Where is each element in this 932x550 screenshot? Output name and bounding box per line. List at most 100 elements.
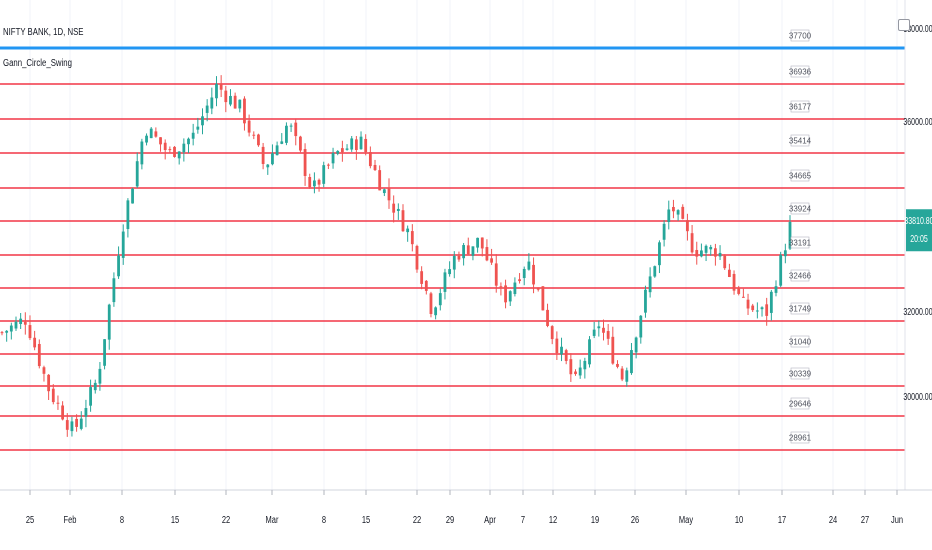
candle-up: [112, 278, 116, 303]
candle-down: [672, 206, 675, 212]
symbol-title[interactable]: NIFTY BANK, 1D, NSE: [3, 27, 84, 38]
candle-up: [121, 231, 125, 258]
candle-down: [233, 95, 237, 109]
time-axis-label: 22: [413, 514, 421, 525]
current-price-tag: [906, 209, 932, 252]
candle-up: [271, 153, 274, 165]
candle-up: [718, 252, 722, 257]
time-axis-label: 19: [591, 514, 599, 525]
gann-level-label: 37700: [789, 32, 812, 41]
candle-up: [313, 180, 316, 187]
candle-down: [61, 405, 65, 420]
candle-down: [308, 177, 312, 188]
candle-down: [168, 149, 172, 151]
time-axis-label: 7: [521, 514, 525, 525]
candle-up: [331, 152, 335, 164]
candle-down: [0, 332, 4, 334]
candle-up: [513, 282, 517, 295]
candle-down: [65, 420, 69, 430]
candle-down: [541, 286, 545, 311]
time-axis-label: 17: [778, 514, 786, 525]
gann-level-label: 34665: [789, 172, 812, 181]
candle-down: [354, 139, 358, 150]
candle-down: [47, 374, 51, 392]
candle-down: [415, 245, 419, 270]
time-axis-label: Feb: [64, 514, 77, 525]
candle-down: [33, 337, 37, 348]
gann-level-label: 31749: [789, 305, 812, 314]
candle-down: [681, 206, 685, 219]
candle-down: [420, 271, 424, 284]
level-label-box: [790, 367, 810, 380]
level-label-box: [790, 100, 810, 113]
current-price-value: 33810.80: [904, 215, 932, 227]
candle-down: [424, 280, 428, 291]
candle-down: [159, 137, 162, 145]
time-axis-label: 24: [829, 514, 837, 525]
candle-down: [616, 363, 619, 367]
level-label-box: [790, 431, 810, 444]
price-axis-label: 38000.00: [903, 23, 932, 35]
candle-up: [625, 370, 629, 382]
candle-up: [788, 221, 792, 249]
candle-down: [317, 179, 321, 185]
candle-down: [326, 164, 330, 166]
level-label-box: [790, 169, 810, 182]
candle-down: [686, 220, 689, 232]
candle-down: [257, 134, 260, 146]
candle-up: [182, 143, 186, 153]
candle-down: [378, 170, 382, 191]
gann-level-label: 31040: [789, 338, 812, 347]
candle-up: [406, 228, 410, 233]
candle-up: [476, 237, 479, 248]
gear-icon[interactable]: [898, 19, 910, 31]
gann-level-label: 35414: [789, 137, 812, 146]
candle-up: [238, 99, 242, 109]
candle-up: [578, 367, 582, 376]
candle-down: [490, 258, 493, 263]
time-axis-label: 15: [171, 514, 179, 525]
candle-up: [280, 141, 284, 144]
candle-down: [499, 286, 503, 288]
candle-down: [713, 248, 717, 257]
candle-down: [51, 388, 55, 403]
candle-up: [676, 210, 680, 215]
level-label-box: [790, 202, 810, 215]
candle-up: [783, 250, 787, 257]
candle-up: [117, 255, 120, 277]
candle-down: [154, 131, 158, 137]
candle-down: [741, 296, 745, 298]
candle-up: [14, 321, 18, 329]
candle-down: [56, 402, 60, 404]
indicator-title[interactable]: Gann_Circle_Swing: [3, 58, 72, 69]
candle-up: [103, 339, 106, 366]
candle-down: [620, 368, 624, 380]
candle-up: [704, 245, 708, 253]
candle-down: [457, 255, 461, 260]
candle-up: [201, 116, 204, 126]
candle-down: [751, 305, 755, 311]
candle-down: [252, 134, 256, 136]
candle-up: [196, 126, 200, 130]
candle-down: [75, 418, 79, 427]
candle-up: [177, 151, 181, 159]
candle-up: [266, 164, 270, 168]
candle-up: [779, 254, 783, 286]
level-label-box: [790, 236, 810, 249]
candle-up: [700, 250, 703, 257]
level-label-box: [790, 302, 810, 315]
candle-up: [191, 132, 195, 139]
candle-down: [606, 331, 610, 339]
time-axis-label: May: [679, 514, 694, 525]
candle-up: [769, 291, 773, 313]
candle-down: [536, 287, 540, 290]
candle-up: [653, 266, 657, 277]
candle-up: [289, 125, 293, 127]
candle-down: [23, 321, 27, 325]
level-label-box: [790, 335, 810, 348]
candle-down: [340, 148, 344, 153]
candle-down: [602, 327, 605, 333]
candle-up: [760, 307, 764, 310]
